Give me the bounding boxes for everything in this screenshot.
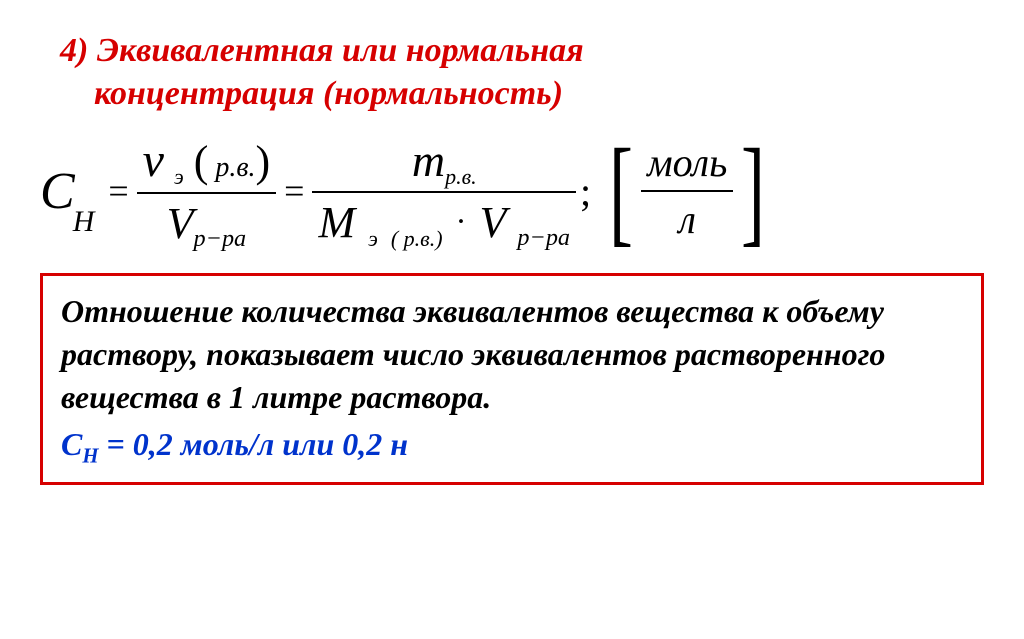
unit-fraction: моль л <box>641 139 733 243</box>
frac1-num: ν э ( р.в.) <box>137 133 276 188</box>
fraction-2: mр.в. M э ( р.в.) · V р−ра <box>312 134 576 248</box>
m-sub: р.в. <box>445 164 477 189</box>
bracket-open: [ <box>609 149 633 233</box>
ex-sub: Н <box>82 444 98 467</box>
slide: 4) Эквивалентная или нормальная концентр… <box>0 0 1024 639</box>
frac2-num: mр.в. <box>406 134 483 187</box>
dot: · <box>454 204 469 240</box>
equals-1: = <box>108 170 128 212</box>
m: m <box>412 135 445 186</box>
formula: C Н = ν э ( р.в.) Vр−ра = mр.в. M э <box>40 133 984 249</box>
M: M <box>318 198 355 247</box>
V-1: V <box>167 199 194 248</box>
unit-bar <box>641 190 733 192</box>
frac1-den: Vр−ра <box>161 198 253 249</box>
ex-rest: = 0,2 моль/л или 0,2 н <box>99 426 409 462</box>
sub-H: Н <box>73 205 95 239</box>
V2-sub: р−ра <box>517 224 570 251</box>
frac1-bar <box>137 192 276 194</box>
frac2-den: M э ( р.в.) · V р−ра <box>312 197 576 248</box>
paren-close-1: ) <box>256 137 271 186</box>
unit-num: моль <box>641 139 733 186</box>
fraction-1: ν э ( р.в.) Vр−ра <box>137 133 276 249</box>
rv-1: р.в. <box>208 152 255 183</box>
formula-lhs: C Н <box>40 162 96 221</box>
unit-bracket: [ моль л ] <box>601 139 773 243</box>
equals-2: = <box>284 170 304 212</box>
ex-C: C <box>61 426 82 462</box>
V1-sub: р−ра <box>194 225 247 252</box>
section-title: 4) Эквивалентная или нормальная концентр… <box>60 30 984 115</box>
definition-text: Отношение количества эквивалентов вещест… <box>61 290 963 420</box>
frac2-bar <box>312 191 576 193</box>
M-sub-rv: ( р.в.) <box>391 226 443 251</box>
definition-box: Отношение количества эквивалентов вещест… <box>40 273 984 485</box>
example-text: CН = 0,2 моль/л или 0,2 н <box>61 426 963 468</box>
var-C: C <box>40 162 75 221</box>
M-sub-e: э <box>368 226 378 251</box>
semicolon: ; <box>580 168 591 215</box>
bracket-close: ] <box>741 149 765 233</box>
title-line-2: концентрация (нормальность) <box>94 75 563 112</box>
paren-open-1: ( <box>194 137 209 186</box>
nu: ν <box>143 134 164 187</box>
V-2: V <box>480 198 507 247</box>
title-line-1: 4) Эквивалентная или нормальная <box>60 32 584 69</box>
unit-den: л <box>672 196 701 243</box>
nu-sub: э <box>174 164 184 189</box>
